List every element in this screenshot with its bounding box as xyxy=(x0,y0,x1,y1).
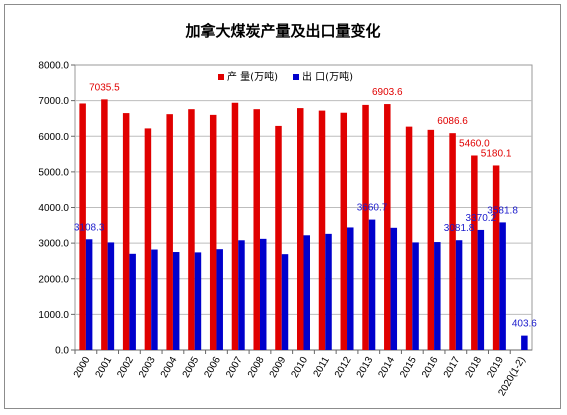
export-bar xyxy=(521,335,528,350)
export-bar xyxy=(216,249,223,350)
x-tick-label: 2001 xyxy=(94,355,115,380)
production-bar xyxy=(188,109,195,350)
export-data-label: 3581.8 xyxy=(487,205,518,216)
production-bar xyxy=(492,165,500,350)
y-tick-label: 2000.0 xyxy=(38,274,69,285)
x-tick-label: 2016 xyxy=(420,355,441,380)
export-bar xyxy=(477,229,485,350)
production-bar xyxy=(101,99,108,350)
export-bar xyxy=(412,242,419,350)
x-tick-label: 2002 xyxy=(115,355,136,380)
production-bar xyxy=(79,103,86,350)
production-data-label: 6903.6 xyxy=(372,87,403,98)
x-tick-label: 2015 xyxy=(398,355,419,380)
x-tick-label: 2018 xyxy=(464,355,485,380)
production-data-label: 7035.5 xyxy=(89,82,120,93)
production-data-label: 5180.1 xyxy=(481,148,512,159)
export-bar xyxy=(390,227,398,350)
legend-label-production: 产 量(万吨) xyxy=(227,70,278,83)
export-bar xyxy=(303,235,310,350)
export-data-label: 3660.7 xyxy=(357,203,388,214)
legend-swatch-production xyxy=(218,74,224,80)
production-bar xyxy=(405,126,413,350)
y-tick-label: 8000.0 xyxy=(38,61,69,72)
production-bar xyxy=(384,104,391,350)
x-tick-label: 2000 xyxy=(72,355,93,380)
x-tick-label: 2006 xyxy=(202,355,223,380)
export-data-label: 3081.8 xyxy=(444,223,475,234)
production-bar xyxy=(209,114,217,350)
legend-swatch-export xyxy=(293,74,299,80)
export-bar xyxy=(347,227,354,350)
chart-title: 加拿大煤炭产量及出口量变化 xyxy=(184,22,380,40)
production-bar xyxy=(362,104,369,351)
export-bar xyxy=(194,252,202,350)
x-tick-label: 2010 xyxy=(289,355,310,380)
export-data-label: 3370.2 xyxy=(466,213,497,224)
production-bar xyxy=(471,155,478,350)
export-bar xyxy=(172,252,180,350)
export-bar xyxy=(129,253,136,350)
x-tick-label: 2003 xyxy=(137,355,158,380)
x-tick-label: 2008 xyxy=(246,355,267,380)
y-tick-label: 4000.0 xyxy=(38,203,69,214)
export-bar xyxy=(368,219,376,350)
production-bar xyxy=(231,102,239,350)
export-data-label: 3108.3 xyxy=(74,222,105,233)
x-tick-label: 2014 xyxy=(376,355,397,380)
export-bar xyxy=(151,249,158,350)
x-tick-label: 2009 xyxy=(268,355,289,380)
x-tick-label: 2017 xyxy=(442,355,463,380)
production-bar xyxy=(275,125,282,350)
x-tick-label: 2013 xyxy=(355,355,376,380)
export-bar xyxy=(455,240,463,350)
x-tick-label: 2011 xyxy=(312,355,332,380)
y-tick-label: 1000.0 xyxy=(38,310,69,321)
production-data-label: 6086.6 xyxy=(437,116,468,127)
y-tick-label: 5000.0 xyxy=(38,167,69,178)
x-tick-label: 2012 xyxy=(333,355,354,380)
production-bar xyxy=(427,129,435,350)
export-bar xyxy=(259,238,267,350)
x-tick-label: 2007 xyxy=(224,355,245,380)
production-bar xyxy=(144,128,152,350)
x-tick-label: 2019 xyxy=(485,355,506,380)
y-tick-label: 6000.0 xyxy=(38,132,69,143)
production-bar xyxy=(297,108,304,350)
export-bar xyxy=(281,254,289,350)
export-bar xyxy=(325,233,332,350)
export-bar xyxy=(85,239,93,350)
legend-label-export: 出 口(万吨) xyxy=(302,70,353,83)
production-bar xyxy=(253,109,260,350)
production-bar xyxy=(166,114,173,350)
y-tick-label: 3000.0 xyxy=(38,239,69,250)
export-bar xyxy=(107,242,115,350)
y-tick-label: 0.0 xyxy=(55,346,69,357)
x-tick-label: 2004 xyxy=(159,355,180,380)
production-bar xyxy=(340,112,348,350)
production-bar xyxy=(449,133,456,350)
x-tick-label: 2005 xyxy=(181,355,202,380)
production-data-label: 5460.0 xyxy=(459,138,490,149)
export-bar xyxy=(434,242,441,350)
export-bar xyxy=(238,240,245,350)
production-bar xyxy=(318,110,326,350)
production-bar xyxy=(122,113,130,350)
export-bar xyxy=(499,222,506,350)
export-data-label: 403.6 xyxy=(512,319,537,330)
y-tick-label: 7000.0 xyxy=(38,96,69,107)
